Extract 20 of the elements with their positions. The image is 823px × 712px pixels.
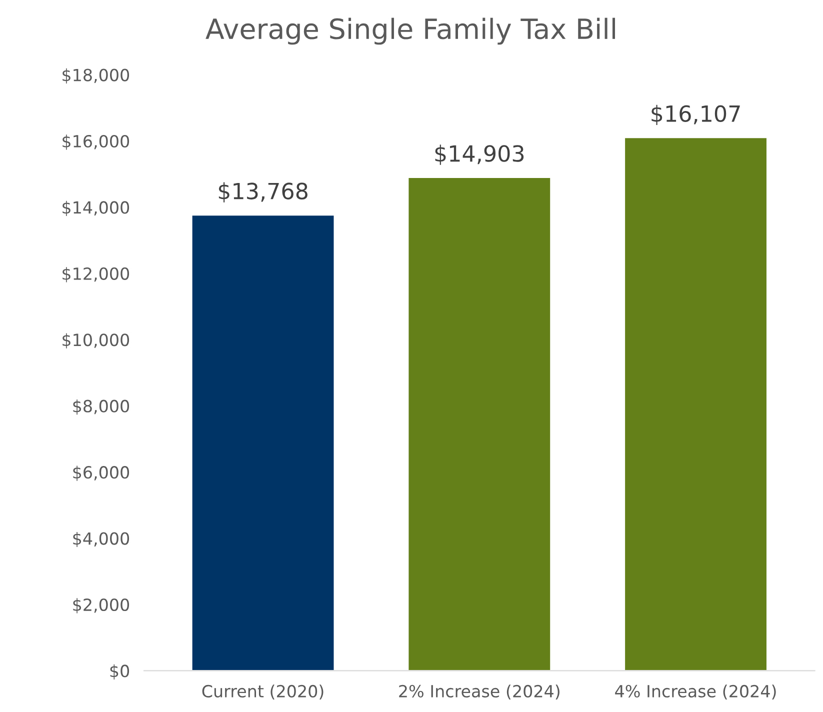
y-tick-label: $16,000 bbox=[62, 134, 130, 150]
data-label: $16,107 bbox=[652, 104, 740, 125]
x-tick-label: Current (2020) bbox=[202, 684, 324, 700]
y-tick-label: $0 bbox=[110, 664, 130, 680]
bar bbox=[624, 136, 768, 671]
y-tick-label: $8,000 bbox=[73, 400, 130, 415]
y-tick-label: $12,000 bbox=[62, 267, 130, 282]
x-tick-label: 2% Increase (2024) bbox=[399, 684, 560, 700]
bar bbox=[407, 176, 552, 671]
y-tick-label: $10,000 bbox=[62, 333, 130, 348]
y-tick-label: $18,000 bbox=[62, 68, 130, 84]
y-tick-label: $2,000 bbox=[73, 598, 130, 614]
data-label: $14,903 bbox=[435, 144, 524, 165]
chart-title: Average Single Family Tax Bill bbox=[206, 18, 616, 45]
y-tick-label: $6,000 bbox=[73, 466, 130, 481]
y-tick-label: $14,000 bbox=[62, 200, 130, 216]
data-label: $13,768 bbox=[218, 182, 308, 202]
x-tick-label: 4% Increase (2024) bbox=[615, 684, 776, 700]
bar bbox=[190, 214, 336, 671]
y-tick-label: $4,000 bbox=[73, 532, 130, 548]
